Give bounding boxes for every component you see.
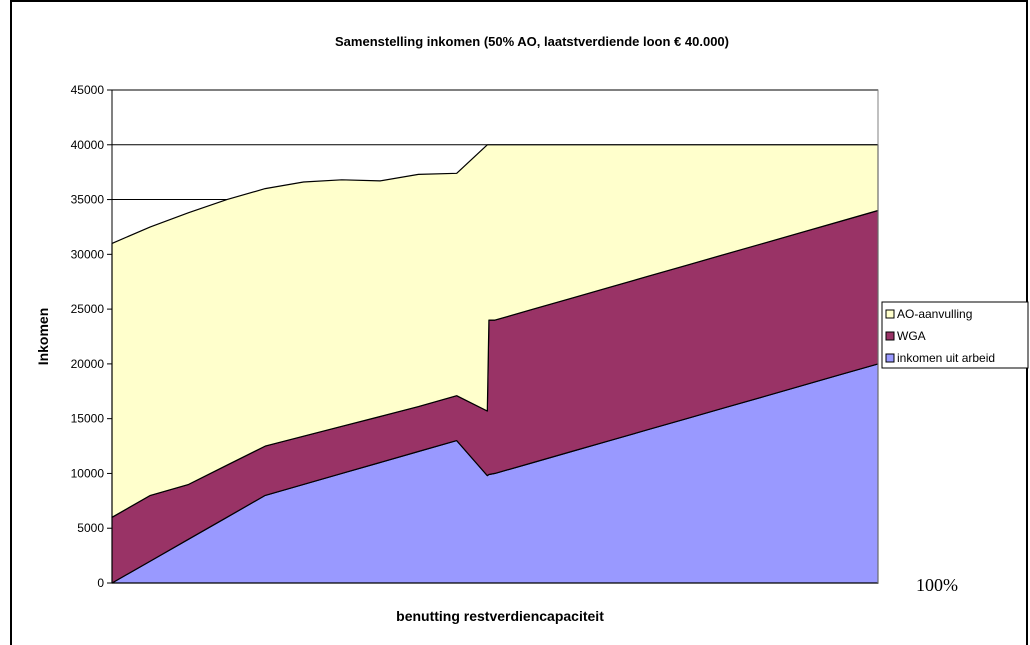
chart-title: Samenstelling inkomen (50% AO, laatstver… (335, 34, 729, 49)
x-axis-label: benutting restverdiencapaciteit (396, 608, 604, 624)
legend-label-inkomen-uit-arbeid: inkomen uit arbeid (897, 351, 995, 365)
y-tick-label: 5000 (77, 521, 104, 535)
y-tick-label: 20000 (71, 357, 105, 371)
y-tick-label: 10000 (71, 466, 105, 480)
legend-swatch-ao-aanvulling (886, 310, 894, 318)
legend-swatch-inkomen-uit-arbeid (886, 354, 894, 362)
stacked-areas (112, 145, 878, 583)
y-tick-label: 15000 (71, 412, 105, 426)
y-tick-label: 35000 (71, 193, 105, 207)
legend-label-wga: WGA (897, 329, 926, 343)
legend-label-ao-aanvulling: AO-aanvulling (897, 307, 972, 321)
x-end-label: 100% (916, 575, 958, 595)
y-tick-label: 45000 (71, 83, 105, 97)
y-axis-label: Inkomen (35, 308, 51, 366)
y-tick-label: 30000 (71, 247, 105, 261)
legend-swatch-wga (886, 332, 894, 340)
y-tick-label: 25000 (71, 302, 105, 316)
legend: AO-aanvulling WGA inkomen uit arbeid (882, 302, 1028, 368)
y-tick-label: 0 (97, 576, 104, 590)
y-tick-label: 40000 (71, 138, 105, 152)
